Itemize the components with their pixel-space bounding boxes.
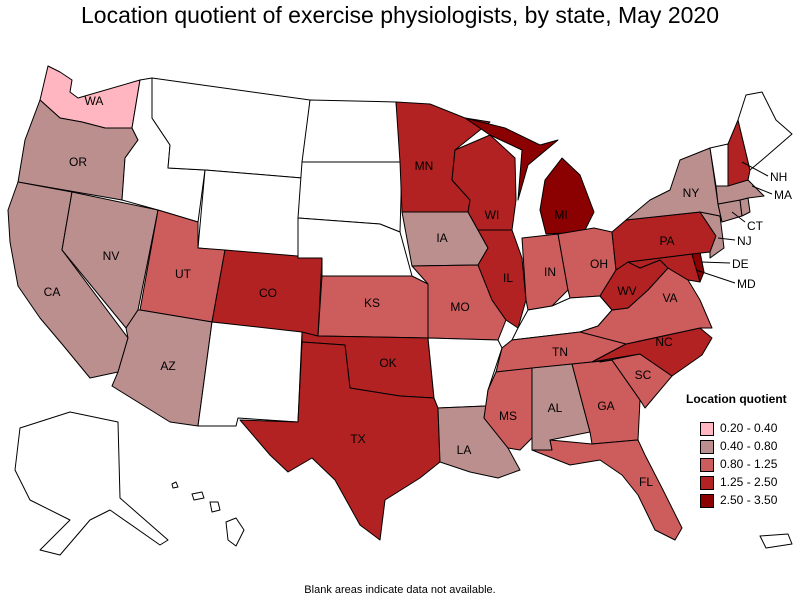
legend: Location quotient 0.20 - 0.40 0.40 - 0.8… <box>686 392 787 508</box>
legend-label: 2.50 - 3.50 <box>720 493 778 507</box>
label-nc: NC <box>655 335 673 349</box>
state-nd <box>301 99 403 163</box>
state-wy <box>197 169 303 259</box>
map-title: Location quotient of exercise physiologi… <box>81 2 719 28</box>
label-wv: WV <box>617 284 636 298</box>
label-nv: NV <box>103 249 120 263</box>
state-tx <box>239 341 441 541</box>
label-nh: NH <box>770 170 787 184</box>
label-wi: WI <box>485 208 500 222</box>
label-va: VA <box>662 291 677 305</box>
state-me <box>737 91 793 171</box>
legend-label: 1.25 - 2.50 <box>720 475 778 489</box>
state-nm <box>197 321 303 427</box>
state-nh <box>727 119 751 187</box>
leader-de <box>700 261 731 264</box>
label-nj: NJ <box>737 234 752 248</box>
label-tx: TX <box>350 432 365 446</box>
label-mi: MI <box>554 208 567 222</box>
leader-md <box>695 269 736 284</box>
label-ok: OK <box>379 356 396 370</box>
legend-label: 0.40 - 0.80 <box>720 439 778 453</box>
label-tn: TN <box>552 345 568 359</box>
label-il: IL <box>503 271 513 285</box>
legend-label: 0.20 - 0.40 <box>720 421 778 435</box>
leader-ct <box>731 211 746 223</box>
label-ct: CT <box>747 219 764 233</box>
label-co: CO <box>259 286 277 300</box>
leader-nj <box>717 237 736 241</box>
label-mn: MN <box>415 159 434 173</box>
legend-swatch <box>700 476 714 490</box>
label-az: AZ <box>160 359 175 373</box>
state-ak <box>14 411 169 556</box>
label-ny: NY <box>683 186 700 200</box>
legend-title: Location quotient <box>686 392 787 406</box>
label-wa: WA <box>85 94 104 108</box>
state-ri <box>739 197 751 217</box>
state-hi <box>171 481 245 547</box>
legend-label: 0.80 - 1.25 <box>720 457 778 471</box>
label-al: AL <box>548 401 563 415</box>
legend-swatch <box>700 494 714 508</box>
leader-ma <box>751 185 773 195</box>
label-ms: MS <box>499 409 517 423</box>
label-mo: MO <box>450 300 469 314</box>
leader-nh <box>741 161 769 177</box>
label-ma: MA <box>774 188 792 202</box>
state-il <box>477 229 527 329</box>
legend-swatch <box>700 458 714 472</box>
label-ga: GA <box>597 399 614 413</box>
label-la: LA <box>457 443 472 457</box>
footnote: Blank areas indicate data not available. <box>304 584 496 596</box>
state-mi <box>464 117 595 235</box>
label-oh: OH <box>590 257 608 271</box>
label-in: IN <box>544 265 556 279</box>
state-ny <box>625 147 723 223</box>
label-sc: SC <box>635 368 652 382</box>
state-fl <box>531 439 683 541</box>
state-mt <box>151 77 311 179</box>
legend-swatch <box>700 440 714 454</box>
label-pa: PA <box>659 234 674 248</box>
label-ut: UT <box>175 267 192 281</box>
label-ia: IA <box>436 231 447 245</box>
label-ca: CA <box>44 285 61 299</box>
label-ks: KS <box>364 296 380 310</box>
legend-swatch <box>700 422 714 436</box>
label-fl: FL <box>639 475 653 489</box>
label-or: OR <box>69 155 87 169</box>
state-pr <box>759 533 793 549</box>
label-md: MD <box>737 277 756 291</box>
label-de: DE <box>732 257 749 271</box>
